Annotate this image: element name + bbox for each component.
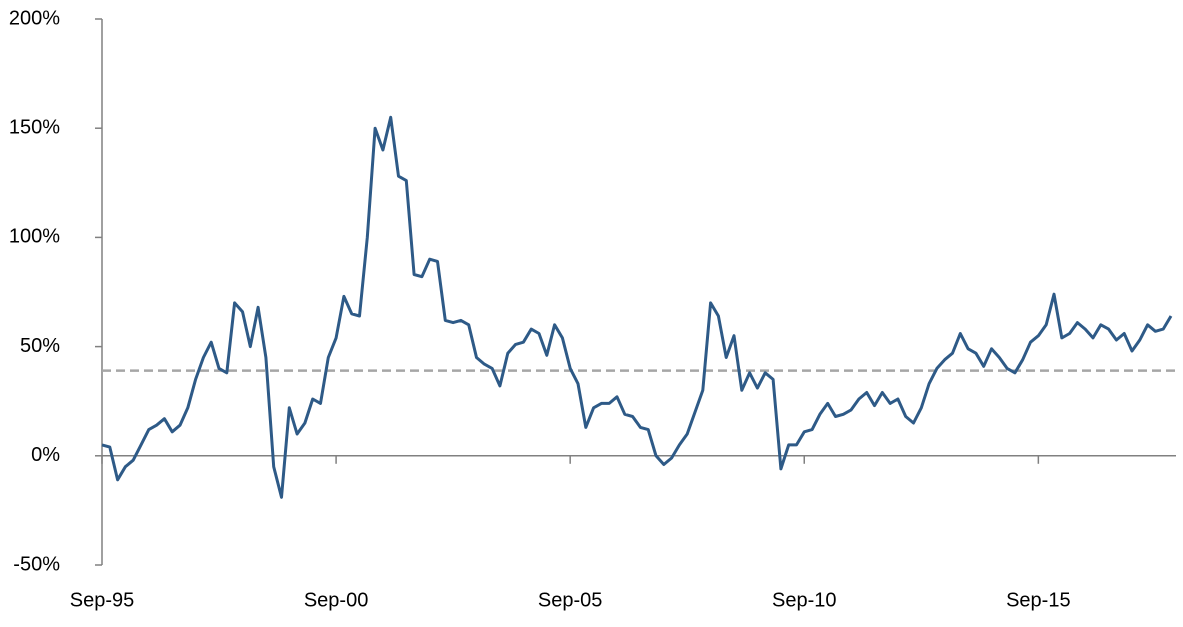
y-tick-label: 100% (9, 226, 60, 248)
x-tick-label: Sep-10 (772, 589, 837, 611)
series-line (101, 115, 1173, 499)
y-tick-label: 150% (9, 116, 60, 138)
y-tick-label: 0% (31, 444, 60, 466)
x-tick-label: Sep-15 (1006, 589, 1071, 611)
y-tick-label: 50% (20, 335, 60, 357)
y-tick-label: -50% (13, 553, 60, 575)
x-tick-label: Sep-05 (538, 589, 603, 611)
x-tick-label: Sep-00 (304, 589, 369, 611)
y-tick-label: 200% (9, 7, 60, 29)
x-tick-label: Sep-95 (70, 589, 135, 611)
